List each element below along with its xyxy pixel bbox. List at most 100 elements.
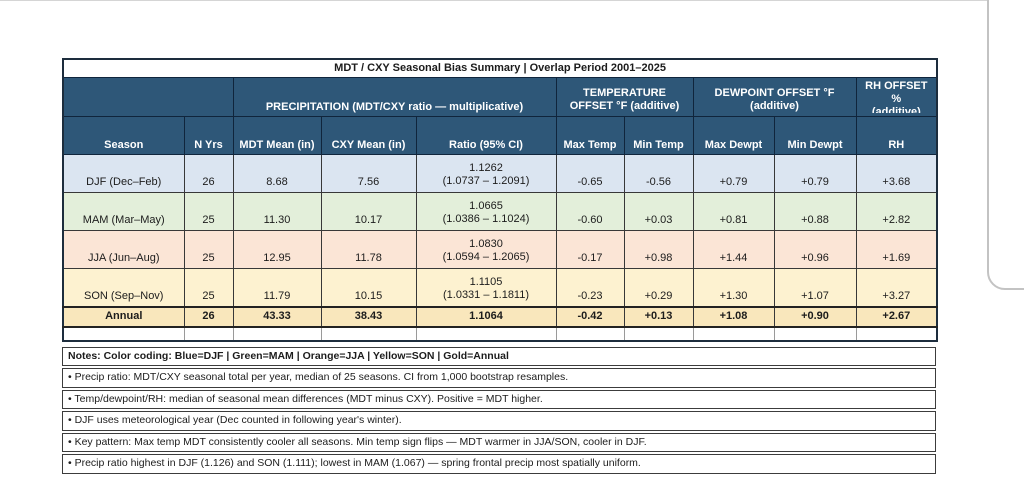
ratio-ci: (1.0386 – 1.1024): [442, 213, 530, 225]
empty-cell: [415, 326, 557, 341]
cell-rh: +2.67: [855, 305, 938, 328]
cell-min-dewpt: +0.90: [773, 305, 857, 328]
cell-max-temp: -0.42: [555, 305, 625, 328]
rh-header-line3: (additive): [871, 106, 921, 113]
cell-ratio: 1.1105 (1.0331 – 1.1811): [415, 268, 557, 307]
cell-cxy-mean: 38.43: [320, 305, 417, 328]
cell-rh: +3.27: [855, 268, 938, 307]
right-panel-edge: [987, 0, 1024, 290]
empty-cell: [555, 326, 625, 341]
cell-mdt-mean: 12.95: [232, 230, 322, 269]
cell-n-yrs: 26: [183, 305, 234, 328]
group-header-temperature: TEMPERATURE OFFSET °F (additive): [555, 77, 694, 117]
cell-season: Annual: [62, 305, 185, 328]
col-header-ratio: Ratio (95% CI): [415, 116, 557, 155]
cell-n-yrs: 25: [183, 230, 234, 269]
cell-season: MAM (Mar–May): [62, 192, 185, 231]
cell-n-yrs: 26: [183, 154, 234, 193]
note-precip-ratio: • Precip ratio: MDT/CXY seasonal total p…: [62, 368, 936, 388]
ratio-ci: (1.0331 – 1.1811): [442, 288, 530, 301]
group-header-blank: [62, 77, 234, 117]
dewpoint-header-line1: DEWPOINT OFFSET °F: [714, 87, 835, 99]
empty-spacer-row: [62, 326, 938, 341]
cell-mdt-mean: 11.30: [232, 192, 322, 231]
top-divider-line: [0, 0, 1024, 1]
cell-season: JJA (Jun–Aug): [62, 230, 185, 269]
cell-mdt-mean: 11.79: [232, 268, 322, 307]
group-header-rh: RH OFFSET % (additive): [855, 77, 938, 117]
cell-max-dewpt: +1.30: [692, 268, 775, 307]
col-header-season: Season: [62, 116, 185, 155]
notes-section: Notes: Color coding: Blue=DJF | Green=MA…: [62, 346, 936, 474]
empty-cell: [855, 326, 938, 341]
empty-cell: [773, 326, 857, 341]
cell-cxy-mean: 10.17: [320, 192, 417, 231]
ratio-ci: (1.0594 – 1.2065): [442, 251, 530, 263]
cell-cxy-mean: 7.56: [320, 154, 417, 193]
cell-rh: +3.68: [855, 154, 938, 193]
col-header-cxy-mean: CXY Mean (in): [320, 116, 417, 155]
table-row-annual: Annual 26 43.33 38.43 1.1064 -0.42 +0.13…: [62, 305, 938, 328]
cell-max-temp: -0.60: [555, 192, 625, 231]
cell-min-temp: +0.13: [623, 305, 694, 328]
cell-cxy-mean: 10.15: [320, 268, 417, 307]
col-header-mdt-mean: MDT Mean (in): [232, 116, 322, 155]
cell-rh: +2.82: [855, 192, 938, 231]
cell-max-dewpt: +1.08: [692, 305, 775, 328]
cell-max-dewpt: +0.79: [692, 154, 775, 193]
cell-ratio: 1.0665 (1.0386 – 1.1024): [415, 192, 557, 231]
ratio-ci: (1.0737 – 1.2091): [442, 175, 530, 187]
bias-summary-sheet: MDT / CXY Seasonal Bias Summary | Overla…: [62, 58, 939, 476]
empty-cell: [320, 326, 417, 341]
cell-min-dewpt: +1.07: [773, 268, 857, 307]
col-header-max-temp: Max Temp: [555, 116, 625, 155]
cell-min-temp: -0.56: [623, 154, 694, 193]
title-row: MDT / CXY Seasonal Bias Summary | Overla…: [63, 59, 938, 78]
rh-header-line2: %: [891, 93, 902, 105]
bias-summary-table: MDT / CXY Seasonal Bias Summary | Overla…: [62, 58, 939, 342]
note-key-pattern: • Key pattern: Max temp MDT consistently…: [62, 432, 936, 452]
cell-mdt-mean: 8.68: [232, 154, 322, 193]
cell-rh: +1.69: [855, 230, 938, 269]
table-row-jja: JJA (Jun–Aug) 25 12.95 11.78 1.0830 (1.0…: [62, 230, 938, 269]
table-row-son: SON (Sep–Nov) 25 11.79 10.15 1.1105 (1.0…: [62, 268, 938, 307]
cell-min-dewpt: +0.88: [773, 192, 857, 231]
cell-max-dewpt: +1.44: [692, 230, 775, 269]
note-precip-ratio-extremes: • Precip ratio highest in DJF (1.126) an…: [62, 454, 936, 474]
col-header-min-dewpt: Min Dewpt: [773, 116, 857, 155]
ratio-value: 1.0665: [469, 200, 503, 212]
rh-header-clipped-text: RH OFFSET % (additive): [860, 80, 934, 113]
cell-season: SON (Sep–Nov): [62, 268, 185, 307]
cell-min-temp: +0.03: [623, 192, 694, 231]
cell-max-temp: -0.17: [555, 230, 625, 269]
col-header-max-dewpt: Max Dewpt: [692, 116, 775, 155]
group-header-row: PRECIPITATION (MDT/CXY ratio — multiplic…: [62, 77, 938, 117]
col-header-n-yrs: N Yrs: [183, 116, 234, 155]
group-header-precipitation: PRECIPITATION (MDT/CXY ratio — multiplic…: [232, 77, 557, 117]
column-header-row: Season N Yrs MDT Mean (in) CXY Mean (in)…: [62, 116, 938, 155]
col-header-min-temp: Min Temp: [623, 116, 694, 155]
cell-max-temp: -0.65: [555, 154, 625, 193]
col-header-rh: RH: [855, 116, 938, 155]
page-title: MDT / CXY Seasonal Bias Summary | Overla…: [63, 59, 938, 78]
dewpoint-header-line2: (additive): [750, 100, 799, 112]
rh-header-line1: RH OFFSET: [865, 80, 928, 92]
empty-cell: [692, 326, 775, 341]
empty-cell: [232, 326, 322, 341]
empty-cell: [623, 326, 694, 341]
group-header-dewpoint: DEWPOINT OFFSET °F (additive): [692, 77, 857, 117]
empty-cell: [183, 326, 234, 341]
cell-max-temp: -0.23: [555, 268, 625, 307]
cell-min-dewpt: +0.79: [773, 154, 857, 193]
ratio-value: 1.0830: [469, 238, 503, 250]
cell-ratio: 1.0830 (1.0594 – 1.2065): [415, 230, 557, 269]
cell-max-dewpt: +0.81: [692, 192, 775, 231]
cell-min-temp: +0.29: [623, 268, 694, 307]
table-row-djf: DJF (Dec–Feb) 26 8.68 7.56 1.1262 (1.073…: [62, 154, 938, 193]
cell-cxy-mean: 11.78: [320, 230, 417, 269]
temperature-header-line2: OFFSET °F (additive): [569, 100, 680, 112]
cell-n-yrs: 25: [183, 268, 234, 307]
ratio-value: 1.1105: [469, 275, 503, 288]
cell-ratio: 1.1064: [415, 305, 557, 328]
cell-ratio: 1.1262 (1.0737 – 1.2091): [415, 154, 557, 193]
